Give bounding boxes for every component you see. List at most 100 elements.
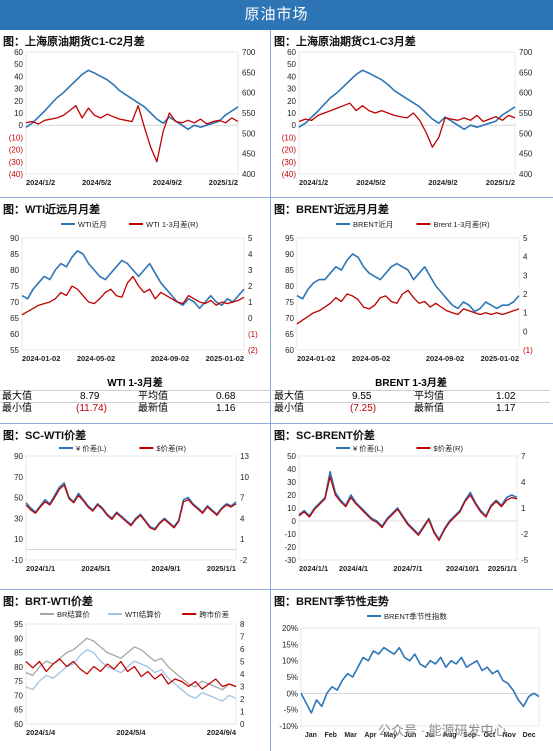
y-left-tick-label: 65 [10, 314, 19, 323]
y-left-tick-label: 40 [287, 465, 296, 474]
series-line-1 [21, 275, 245, 316]
wti-avg-value: 0.68 [216, 391, 236, 402]
y-left-tick-label: 85 [10, 250, 19, 259]
x-tick-label: 2024/9/4 [207, 728, 237, 737]
legend-label: BRENT季节性指数 [384, 611, 447, 621]
brent-stats-table: BRENT 1-3月差 最大值 9.55 平均值 1.02 最小值 (7.25)… [272, 377, 550, 414]
wti-latest-value: 1.16 [216, 403, 236, 414]
y-left-tick-label: -10 [284, 530, 296, 539]
wti-latest-label: 最新值 [138, 403, 168, 414]
y-left-tick-label: 10% [282, 657, 298, 666]
series-line-0 [300, 646, 540, 714]
y-right-tick-label: 7 [521, 452, 526, 461]
series-line-0 [25, 482, 237, 530]
plot-frame [296, 237, 520, 351]
y-right-tick-label: 600 [242, 89, 256, 98]
y-left-tick-label: 90 [285, 250, 294, 259]
series-line-2 [25, 658, 237, 690]
y-right-tick-label: 4 [248, 250, 253, 259]
wti-max-label: 最大值 [2, 391, 32, 402]
series-line-1 [298, 102, 516, 148]
y-right-tick-label: 2 [523, 290, 528, 299]
wti-stats-table: WTI 1-3月差 最大值 8.79 平均值 0.68 最小值 (11.74) … [0, 377, 270, 414]
y-right-tick-label: 6 [240, 645, 245, 654]
chart-title-c1: 图：上海原油期货C1-C2月差 [3, 36, 145, 48]
y-left-tick-label: 30 [14, 514, 23, 523]
plot-frame [300, 627, 540, 727]
x-tick-label: 2025/1/1 [488, 564, 517, 573]
y-left-tick-label: 10 [287, 109, 296, 118]
y-left-tick-label: 30 [287, 478, 296, 487]
brent-stats-row-1: 最大值 9.55 平均值 1.02 [272, 390, 550, 402]
legend-label: BR结算价 [57, 609, 90, 619]
y-right-tick-label: 400 [519, 170, 533, 179]
wti-min-value: (11.74) [76, 403, 107, 414]
y-right-tick-label: 650 [242, 68, 256, 77]
series-line-1 [25, 649, 237, 702]
y-left-tick-label: (10) [282, 133, 297, 142]
y-left-tick-label: 20 [287, 97, 296, 106]
y-right-tick-label: 7 [240, 633, 245, 642]
y-right-tick-label: 450 [242, 150, 256, 159]
brent-seasonal-chart: -10% -5% 0% 5% 10% 15% 20% Jan Feb Mar Apr May Jun Ju… [279, 611, 540, 739]
x-tick-label: Feb [325, 732, 337, 739]
brent-latest-label: 最新值 [414, 403, 444, 414]
sc-wti-chart: -10 10 30 50 70 90 -2 1 4 7 10 13 2024/1/1 2024/5/1 20… [11, 443, 249, 573]
y-left-tick-label: 20 [14, 97, 23, 106]
brent-stats-row-2: 最小值 (7.25) 最新值 1.17 [272, 402, 550, 414]
y-left-tick-label: 80 [10, 266, 19, 275]
wti-avg-label: 平均值 [138, 391, 168, 402]
y-left-tick-label: 65 [14, 706, 23, 715]
y-left-tick-label: (20) [9, 146, 24, 155]
legend-label: ¥ 价差(L) [353, 443, 384, 453]
y-left-tick-label: 70 [14, 691, 23, 700]
y-left-tick-label: 15% [282, 640, 298, 649]
x-tick-label: 2024/9/2 [153, 178, 182, 187]
y-left-tick-label: 0 [292, 121, 297, 130]
row-divider-2 [0, 423, 553, 424]
x-tick-label: 2025-01-02 [481, 354, 519, 363]
brent-max-value: 9.55 [352, 391, 372, 402]
y-left-tick-label: 30 [14, 85, 23, 94]
x-tick-label: 2024-01-02 [297, 354, 335, 363]
y-left-tick-label: -10 [11, 556, 23, 565]
y-left-tick-label: (40) [282, 170, 297, 179]
watermark-text: 公众号 · 能源研发中心 [378, 723, 507, 738]
y-left-tick-label: -5% [284, 706, 298, 715]
brent-min-label: 最小值 [274, 403, 304, 414]
series-line-0 [21, 249, 245, 310]
y-left-tick-label: 10 [14, 535, 23, 544]
y-right-tick-label: 10 [240, 473, 249, 482]
y-left-tick-label: (10) [9, 133, 24, 142]
x-tick-label: May [383, 732, 397, 739]
brent-spread-chart: 60 65 70 75 80 85 90 95 (1) 0 1 2 3 4 5 2024-01-02 2024-… [285, 219, 533, 363]
series-line-1 [25, 484, 237, 531]
y-left-tick-label: (30) [282, 158, 297, 167]
y-left-tick-label: 90 [14, 634, 23, 643]
x-tick-label: Jan [305, 732, 317, 739]
series-line-0 [298, 470, 518, 540]
y-left-tick-label: 65 [285, 330, 294, 339]
y-left-tick-label: 75 [10, 282, 19, 291]
x-tick-label: 2024/1/2 [299, 178, 328, 187]
x-tick-label: 2025/1/1 [207, 564, 236, 573]
x-tick-label: 2024/7/1 [393, 564, 422, 573]
x-tick-label: Mar [344, 732, 357, 739]
x-tick-label: 2024-09-02 [426, 354, 464, 363]
series-line-0 [296, 253, 520, 313]
plot-frame [21, 237, 245, 351]
series-line-0 [25, 637, 237, 691]
y-right-tick-label: 700 [519, 48, 533, 57]
x-tick-label: 2024/1/1 [26, 564, 55, 573]
brent-avg-value: 1.02 [496, 391, 516, 402]
x-tick-label: 2024/9/1 [151, 564, 180, 573]
y-right-tick-label: 5 [248, 234, 253, 243]
y-left-tick-label: 20% [282, 624, 298, 633]
y-right-tick-label: 600 [519, 89, 533, 98]
y-right-tick-label: 3 [240, 683, 245, 692]
x-tick-label: 2024/5/2 [82, 178, 111, 187]
y-right-tick-label: 0 [240, 720, 245, 729]
series-line-1 [296, 289, 520, 325]
chart-title-c6: 图：SC-BRENT价差 [274, 430, 375, 442]
y-left-tick-label: 60 [14, 720, 23, 729]
